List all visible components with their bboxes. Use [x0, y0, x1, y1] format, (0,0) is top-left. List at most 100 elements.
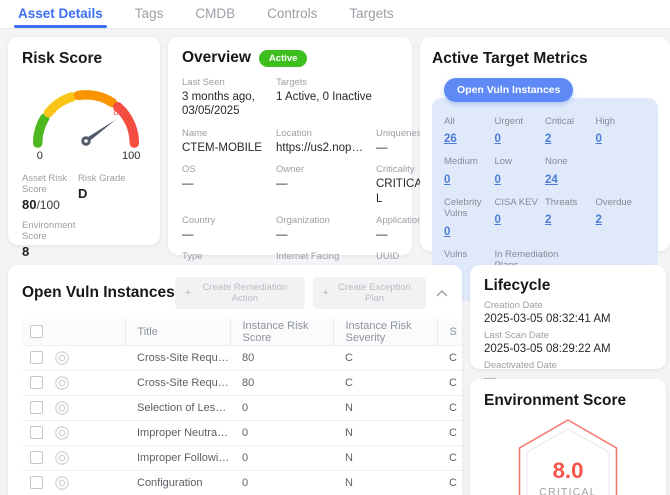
- metric-celebrity-vulns: Celebrity Vulns 0: [444, 197, 495, 240]
- create-exception-plan-button[interactable]: + Create Exception Plan: [313, 277, 426, 309]
- metric-all: All 26: [444, 116, 495, 147]
- active-target-metrics-title: Active Target Metrics: [432, 50, 658, 68]
- plus-icon: +: [323, 288, 329, 299]
- row-checkbox[interactable]: [30, 376, 43, 389]
- metric-cisa-kev-link[interactable]: 0: [495, 214, 501, 226]
- cell-title: Cross-Site Request For...: [125, 370, 230, 395]
- open-vuln-instances-title: Open Vuln Instances: [22, 284, 175, 302]
- field-application: Application —: [376, 215, 426, 242]
- tab-cmdb[interactable]: CMDB: [193, 0, 237, 28]
- table-row[interactable]: Selection of Less-Secu... 0 N C: [22, 395, 462, 420]
- metric-high: High 0: [596, 116, 647, 147]
- overview-card: Overview Active Last Seen 3 months ago, …: [168, 37, 412, 255]
- metric-overdue: Overdue 2: [596, 197, 647, 240]
- tab-controls[interactable]: Controls: [265, 0, 319, 28]
- cell-clipped: C: [437, 345, 462, 370]
- metric-none-link[interactable]: 24: [545, 174, 558, 186]
- active-target-metrics-card: Active Target Metrics Open Vuln Instance…: [420, 37, 670, 251]
- environment-score-number: 8.0: [553, 458, 584, 483]
- metric-all-link[interactable]: 26: [444, 133, 457, 145]
- gauge-segment-yellow: [49, 97, 72, 113]
- table-row[interactable]: Improper Neutralization... 0 N C: [22, 420, 462, 445]
- gauge-hub-dot: [84, 139, 88, 143]
- gauge-segment-green: [38, 118, 45, 143]
- row-checkbox[interactable]: [30, 401, 43, 414]
- table-row[interactable]: Cross-Site Request For... 80 C C: [22, 370, 462, 395]
- cell-title: Selection of Less-Secu...: [125, 395, 230, 420]
- table-row[interactable]: Configuration 0 N C: [22, 470, 462, 495]
- cell-title: Improper Following of a...: [125, 445, 230, 470]
- target-scope-icon[interactable]: [54, 425, 70, 441]
- metric-low-link[interactable]: 0: [495, 174, 501, 186]
- field-name: Name CTEM-MOBILE: [182, 128, 268, 155]
- target-scope-icon[interactable]: [54, 400, 70, 416]
- create-remediation-action-button[interactable]: + Create Remediation Action: [175, 277, 305, 309]
- cell-score: 0: [230, 395, 333, 420]
- metric-threats: Threats 2: [545, 197, 596, 240]
- cell-clipped: C: [437, 420, 462, 445]
- target-scope-icon[interactable]: [54, 375, 70, 391]
- status-badge: Active: [259, 50, 308, 67]
- metric-critical-link[interactable]: 2: [545, 133, 551, 145]
- cell-score: 80: [230, 370, 333, 395]
- cell-severity: N: [333, 395, 437, 420]
- gauge-value-label: 80: [113, 107, 124, 118]
- field-country: Country —: [182, 215, 268, 242]
- field-criticality: Criticality CRITICAL: [376, 164, 426, 206]
- row-checkbox[interactable]: [30, 351, 43, 364]
- cell-score: 0: [230, 470, 333, 495]
- tab-asset-details[interactable]: Asset Details: [16, 0, 105, 28]
- field-os: OS —: [182, 164, 268, 206]
- cell-title: Improper Neutralization...: [125, 420, 230, 445]
- tab-tags[interactable]: Tags: [133, 0, 166, 28]
- environment-score-severity: CRITICAL: [539, 486, 597, 495]
- open-vuln-instances-button[interactable]: Open Vuln Instances: [444, 78, 573, 102]
- table-row[interactable]: Cross-Site Request For... 80 C C: [22, 345, 462, 370]
- target-scope-icon[interactable]: [54, 450, 70, 466]
- asset-risk-score-max: /100: [36, 198, 59, 212]
- metric-urgent-link[interactable]: 0: [495, 133, 501, 145]
- environment-score-value: 8: [22, 244, 78, 259]
- asset-risk-score-value: 80: [22, 197, 36, 212]
- metric-threats-link[interactable]: 2: [545, 214, 551, 226]
- field-last-seen: Last Seen 3 months ago, 03/05/2025: [182, 77, 268, 119]
- row-checkbox[interactable]: [30, 451, 43, 464]
- chevron-up-icon[interactable]: [434, 284, 450, 302]
- metric-celebrity-vulns-link[interactable]: 0: [444, 226, 450, 238]
- metric-high-link[interactable]: 0: [596, 133, 602, 145]
- metric-urgent: Urgent 0: [495, 116, 546, 147]
- select-all-checkbox[interactable]: [30, 325, 43, 338]
- tab-bar: Asset Details Tags CMDB Controls Targets: [0, 0, 670, 29]
- cell-severity: N: [333, 470, 437, 495]
- environment-score-hexagon: 8.0 CRITICAL: [484, 416, 652, 495]
- cell-severity: N: [333, 445, 437, 470]
- environment-score-label: Environment Score: [22, 220, 78, 242]
- target-scope-icon[interactable]: [54, 475, 70, 491]
- environment-score-title: Environment Score: [484, 392, 652, 410]
- overview-title: Overview: [182, 49, 251, 67]
- metric-medium-link[interactable]: 0: [444, 174, 450, 186]
- risk-score-title: Risk Score: [22, 50, 146, 68]
- column-header-clipped: S: [437, 319, 462, 345]
- vuln-instances-table: Title Instance Risk Score Instance Risk …: [22, 319, 462, 495]
- cell-severity: C: [333, 345, 437, 370]
- table-row[interactable]: Improper Following of a... 0 N C: [22, 445, 462, 470]
- target-scope-icon[interactable]: [54, 350, 70, 366]
- cell-severity: C: [333, 370, 437, 395]
- asset-risk-score-field: Asset Risk Score 80/100: [22, 173, 78, 212]
- gauge-max-label: 100: [122, 150, 140, 162]
- row-checkbox[interactable]: [30, 426, 43, 439]
- field-creation-date: Creation Date 2025-03-05 08:32:41 AM: [484, 300, 652, 325]
- cell-title: Configuration: [125, 470, 230, 495]
- lifecycle-card: Lifecycle Creation Date 2025-03-05 08:32…: [470, 265, 666, 369]
- field-uniqueness: Uniqueness —: [376, 128, 426, 155]
- environment-score-field: Environment Score 8: [22, 220, 78, 259]
- cell-title: Cross-Site Request For...: [125, 345, 230, 370]
- row-checkbox[interactable]: [30, 476, 43, 489]
- column-header-score: Instance Risk Score: [230, 319, 333, 345]
- risk-grade-label: Risk Grade: [78, 173, 146, 184]
- tab-targets[interactable]: Targets: [347, 0, 395, 28]
- field-owner: Owner —: [276, 164, 368, 206]
- open-vuln-instances-card: Open Vuln Instances + Create Remediation…: [8, 265, 462, 495]
- metric-overdue-link[interactable]: 2: [596, 214, 602, 226]
